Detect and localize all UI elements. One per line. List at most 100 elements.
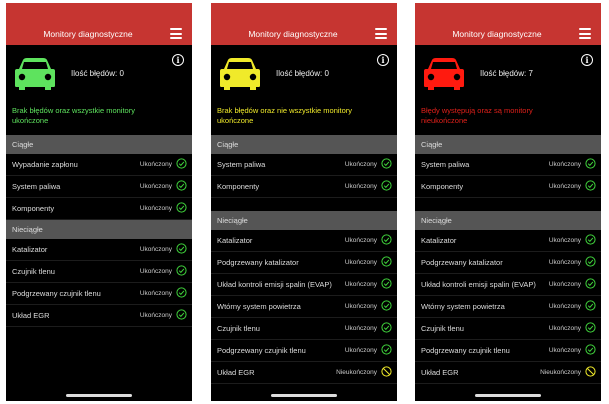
status-summary: Ilość błędów: 7 i Błędy występują oraz s… [415, 45, 601, 135]
monitor-screen: Monitory diagnostyczne Ilość błędów: 7 i… [415, 3, 601, 401]
monitor-label: System paliwa [217, 160, 266, 169]
hamburger-menu-icon[interactable] [579, 28, 591, 39]
info-icon[interactable]: i [172, 54, 184, 66]
monitor-status: Ukończony [344, 347, 377, 354]
check-circle-icon [176, 309, 187, 322]
monitor-row[interactable]: Komponenty Ukończony [211, 176, 397, 198]
monitor-label: Czujnik tlenu [12, 267, 55, 276]
monitor-status: Nieukończony [336, 369, 377, 376]
check-circle-icon [176, 243, 187, 256]
monitor-label: Wypadanie zapłonu [12, 160, 78, 169]
monitor-row[interactable]: Podgrzewany katalizator Ukończony [211, 252, 397, 274]
monitor-row[interactable]: Katalizator Ukończony [415, 230, 601, 252]
check-circle-icon [381, 322, 392, 335]
monitor-row[interactable]: Układ EGR Ukończony [6, 305, 192, 327]
monitor-label: Podgrzewany katalizator [217, 258, 299, 267]
monitor-status: Ukończony [344, 281, 377, 288]
monitor-status: Ukończony [139, 246, 172, 253]
check-circle-icon [176, 180, 187, 193]
monitor-row[interactable]: Układ kontroli emisji spalin (EVAP) Ukoń… [211, 274, 397, 296]
header-bar: Monitory diagnostyczne [6, 3, 192, 45]
monitor-row[interactable]: Układ EGR Nieukończony [415, 362, 601, 384]
check-circle-icon [176, 287, 187, 300]
section-header: Nieciągłe [211, 211, 397, 230]
monitor-row[interactable]: Podgrzewany katalizator Ukończony [415, 252, 601, 274]
monitor-status: Ukończony [344, 259, 377, 266]
monitor-row[interactable]: Czujnik tlenu Ukończony [6, 261, 192, 283]
hamburger-menu-icon[interactable] [170, 28, 182, 39]
monitor-label: Układ kontroli emisji spalin (EVAP) [217, 280, 332, 289]
monitor-status: Ukończony [344, 183, 377, 190]
status-message: Brak błędów oraz nie wszystkie monitory … [217, 106, 353, 125]
check-circle-icon [176, 265, 187, 278]
monitor-label: Wtórny system powietrza [217, 302, 301, 311]
check-circle-icon [381, 234, 392, 247]
monitor-row[interactable]: Komponenty Ukończony [6, 198, 192, 220]
monitor-label: Podgrzewany czujnik tlenu [12, 289, 101, 298]
check-circle-icon [176, 202, 187, 215]
monitor-row[interactable]: System paliwa Ukończony [6, 176, 192, 198]
check-circle-icon [381, 344, 392, 357]
monitor-row[interactable]: Układ EGR Nieukończony [211, 362, 397, 384]
monitor-label: Komponenty [12, 204, 55, 213]
car-status-icon [220, 57, 260, 91]
monitor-row[interactable]: Katalizator Ukończony [6, 239, 192, 261]
section-header: Ciągłe [6, 135, 192, 154]
info-icon[interactable]: i [377, 54, 389, 66]
check-circle-icon [585, 300, 596, 313]
monitor-row[interactable]: Czujnik tlenu Ukończony [211, 318, 397, 340]
monitor-label: Wtórny system powietrza [421, 302, 505, 311]
home-indicator [475, 394, 541, 397]
monitor-label: Układ EGR [12, 311, 50, 320]
monitor-label: Podgrzewany katalizator [421, 258, 503, 267]
monitor-label: Podgrzewany czujnik tlenu [217, 346, 306, 355]
check-circle-icon [381, 278, 392, 291]
monitor-row[interactable]: System paliwa Ukończony [415, 154, 601, 176]
home-indicator [66, 394, 132, 397]
check-circle-icon [585, 322, 596, 335]
check-circle-icon [585, 256, 596, 269]
monitor-label: Komponenty [217, 182, 260, 191]
monitor-row[interactable]: Wtórny system powietrza Ukończony [415, 296, 601, 318]
status-summary: Ilość błędów: 0 i Brak błędów oraz nie w… [211, 45, 397, 135]
monitor-status: Ukończony [344, 325, 377, 332]
hamburger-menu-icon[interactable] [375, 28, 387, 39]
check-circle-icon [585, 344, 596, 357]
monitor-status: Ukończony [344, 303, 377, 310]
check-circle-icon [585, 278, 596, 291]
section-header: Nieciągłe [415, 211, 601, 230]
monitor-row[interactable]: Podgrzewany czujnik tlenu Ukończony [415, 340, 601, 362]
check-circle-icon [381, 158, 392, 171]
check-circle-icon [381, 256, 392, 269]
monitor-row[interactable]: Wypadanie zapłonu Ukończony [6, 154, 192, 176]
monitor-row[interactable]: Komponenty Ukończony [415, 176, 601, 198]
monitor-status: Ukończony [344, 237, 377, 244]
monitor-row[interactable]: Podgrzewany czujnik tlenu Ukończony [211, 340, 397, 362]
monitor-row[interactable]: Katalizator Ukończony [211, 230, 397, 252]
monitor-label: Układ kontroli emisji spalin (EVAP) [421, 280, 536, 289]
status-message: Brak błędów oraz wszystkie monitory ukoń… [12, 106, 135, 125]
error-count: Ilość błędów: 7 [480, 69, 533, 78]
not-complete-icon [381, 366, 392, 379]
monitor-row[interactable]: Wtórny system powietrza Ukończony [211, 296, 397, 318]
monitor-label: System paliwa [421, 160, 470, 169]
monitor-status: Ukończony [548, 183, 581, 190]
info-icon[interactable]: i [581, 54, 593, 66]
status-message: Błędy występują oraz są monitory nieukoń… [421, 106, 533, 125]
monitor-label: Czujnik tlenu [217, 324, 260, 333]
monitor-label: Katalizator [12, 245, 48, 254]
monitor-row[interactable]: Układ kontroli emisji spalin (EVAP) Ukoń… [415, 274, 601, 296]
check-circle-icon [381, 180, 392, 193]
home-indicator [271, 394, 337, 397]
not-complete-icon [585, 366, 596, 379]
monitor-status: Ukończony [139, 290, 172, 297]
monitor-status: Ukończony [548, 325, 581, 332]
monitor-row[interactable]: Czujnik tlenu Ukończony [415, 318, 601, 340]
monitor-screen: Monitory diagnostyczne Ilość błędów: 0 i… [6, 3, 192, 401]
monitor-screen: Monitory diagnostyczne Ilość błędów: 0 i… [211, 3, 397, 401]
section-header: Ciągłe [415, 135, 601, 154]
monitor-row[interactable]: Podgrzewany czujnik tlenu Ukończony [6, 283, 192, 305]
monitor-status: Ukończony [139, 161, 172, 168]
check-circle-icon [585, 234, 596, 247]
monitor-row[interactable]: System paliwa Ukończony [211, 154, 397, 176]
